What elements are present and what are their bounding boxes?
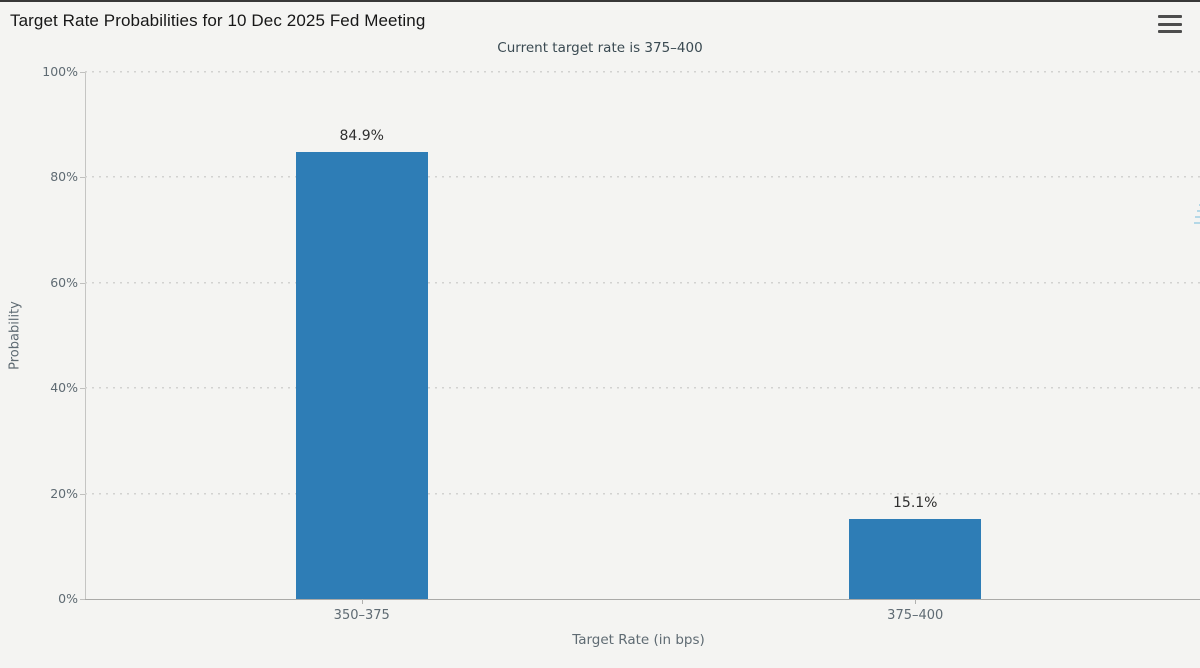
bar-value-label: 15.1% — [893, 495, 938, 512]
y-axis-title: Probability — [7, 301, 23, 370]
hamburger-bar — [1158, 22, 1182, 26]
chart-title: Target Rate Probabilities for 10 Dec 202… — [10, 11, 426, 30]
y-gridline — [85, 176, 1200, 179]
y-tick-label: 0% — [58, 591, 78, 606]
bar[interactable] — [295, 151, 428, 599]
hamburger-bar — [1158, 30, 1182, 33]
plot-area: Q — [85, 72, 1200, 599]
chart-subtitle: Current target rate is 375–400 — [497, 40, 703, 56]
y-tick-mark — [80, 388, 85, 390]
x-category-label: 375–400 — [887, 608, 944, 623]
bar[interactable] — [849, 519, 982, 599]
y-tick-label: 60% — [50, 274, 78, 290]
y-tick-label: 40% — [50, 380, 78, 396]
y-gridline — [85, 387, 1200, 390]
x-tick-mark — [915, 599, 917, 604]
bar-value-label: 84.9% — [339, 127, 384, 144]
y-gridline — [85, 281, 1200, 284]
x-axis-line — [85, 599, 1200, 600]
y-axis-line — [85, 72, 86, 599]
y-tick-mark — [80, 493, 85, 495]
hamburger-menu-icon[interactable] — [1156, 13, 1184, 35]
y-gridline — [85, 71, 1200, 73]
y-gridline — [85, 492, 1200, 495]
hamburger-bar — [1158, 15, 1182, 18]
quikstrike-watermark-logo: Q — [1189, 146, 1200, 234]
speed-lines-icon — [1194, 204, 1200, 224]
y-tick-label: 80% — [50, 169, 78, 185]
x-tick-mark — [361, 599, 363, 604]
y-tick-label: 100% — [42, 64, 78, 79]
y-tick-label: 20% — [50, 485, 78, 501]
x-category-label: 350–375 — [333, 608, 390, 623]
y-tick-mark — [80, 177, 85, 179]
y-tick-mark — [80, 599, 85, 600]
x-axis-title: Target Rate (in bps) — [572, 632, 705, 648]
y-tick-mark — [80, 72, 85, 73]
y-tick-mark — [80, 282, 85, 284]
